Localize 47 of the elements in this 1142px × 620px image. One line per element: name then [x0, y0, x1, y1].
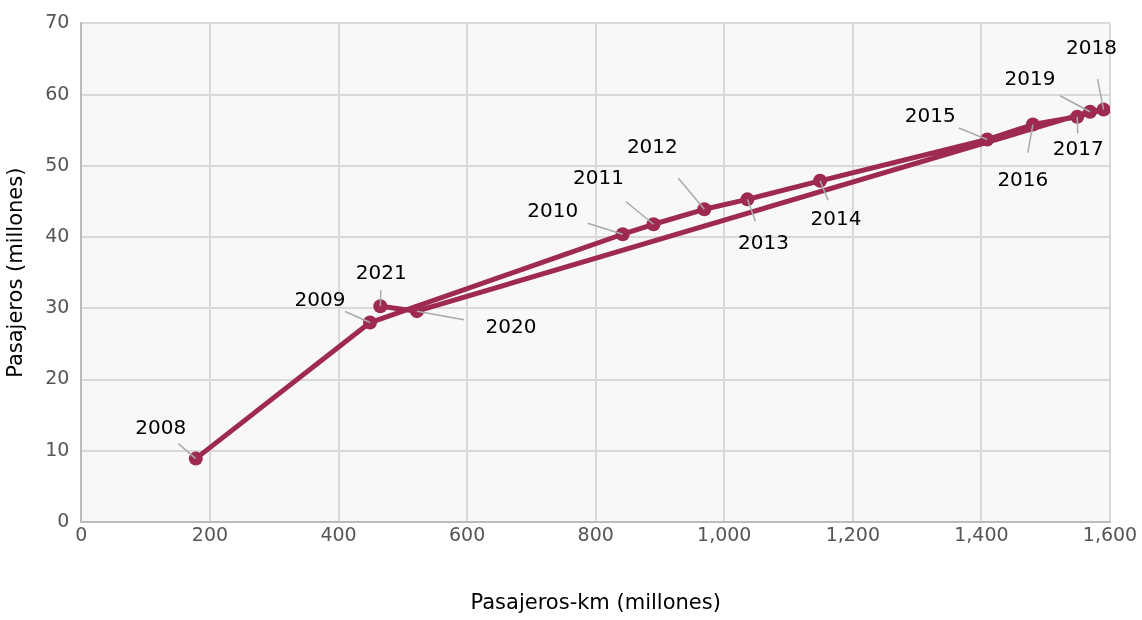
annotation: 2009 — [294, 286, 346, 311]
y-tick-label: 40 — [45, 224, 70, 247]
x-tick-label: 400 — [320, 523, 357, 546]
annotation: 2008 — [135, 414, 187, 439]
annotation: 2017 — [1052, 135, 1104, 160]
point — [1083, 104, 1098, 119]
point — [813, 173, 828, 188]
point — [1070, 109, 1085, 124]
point — [409, 304, 424, 319]
annotation: 2015 — [904, 102, 956, 127]
x-tick-label: 200 — [191, 523, 229, 546]
y-tick-label: 20 — [45, 366, 70, 389]
x-tick-label: 0 — [75, 523, 88, 546]
x-tick-label: 600 — [448, 523, 486, 546]
point — [646, 217, 661, 232]
x-tick-label: 1,400 — [954, 523, 1009, 546]
annotation: 2016 — [997, 166, 1049, 191]
y-tick-label: 50 — [45, 152, 70, 175]
y-tick-label: 30 — [45, 295, 70, 318]
point — [363, 315, 378, 330]
annotation: 2018 — [1066, 34, 1118, 59]
y-tick-label: 70 — [45, 10, 70, 33]
y-tick-label: 60 — [45, 81, 70, 104]
point — [615, 227, 630, 242]
annotation: 2014 — [810, 206, 862, 231]
x-tick-label: 1,200 — [825, 523, 881, 546]
x-tick-label: 1,000 — [697, 523, 752, 546]
annotation: 2011 — [573, 165, 624, 190]
annotation: 2010 — [527, 198, 579, 223]
x-axis-title: Pasajeros-km (millones) — [470, 589, 721, 614]
annotation: 2020 — [485, 314, 537, 339]
point — [1096, 102, 1110, 117]
point — [373, 299, 388, 314]
x-tick-label: 1,600 — [1082, 523, 1138, 546]
y-tick-label: 0 — [57, 508, 70, 531]
y-axis-title: Pasajeros (millones) — [3, 167, 28, 378]
annotation: 2013 — [737, 229, 789, 254]
annotation: 2012 — [626, 133, 678, 158]
point — [980, 132, 995, 147]
x-tick-label: 800 — [577, 523, 614, 546]
point — [188, 451, 203, 466]
point — [697, 202, 712, 217]
point — [740, 192, 755, 207]
y-tick-label: 10 — [45, 437, 70, 460]
annotation: 2021 — [355, 260, 407, 285]
annotation: 2019 — [1004, 65, 1056, 90]
point — [1025, 117, 1040, 132]
